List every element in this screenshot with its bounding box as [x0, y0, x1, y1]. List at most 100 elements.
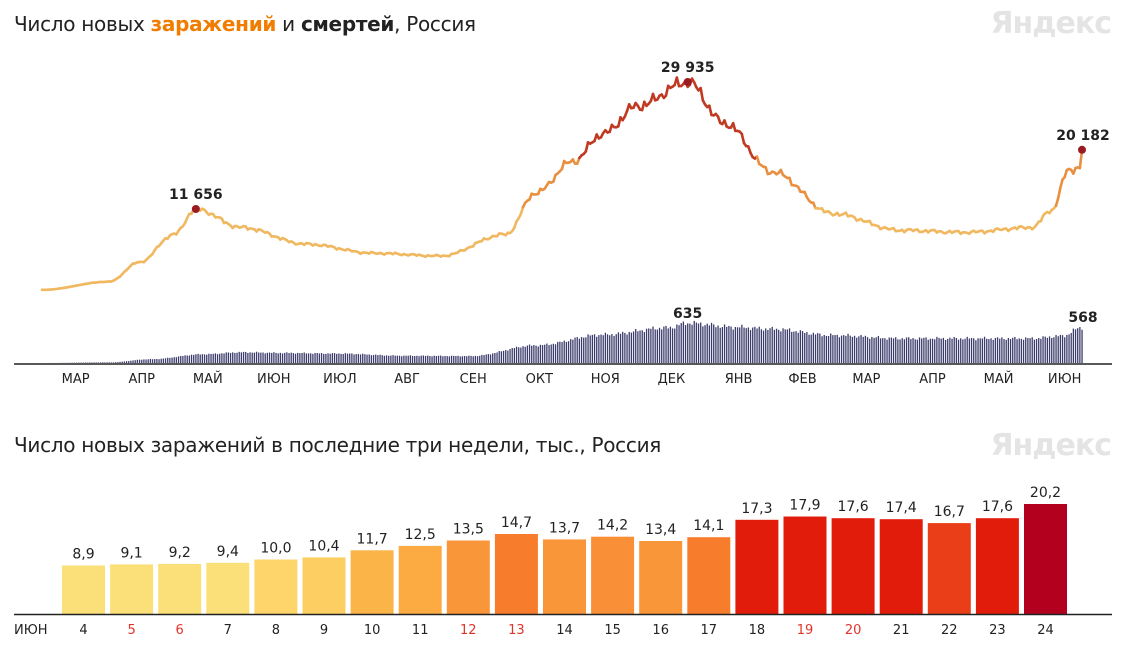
- deaths-bar: [450, 355, 453, 363]
- deaths-bar: [927, 339, 929, 363]
- deaths-bar: [914, 339, 916, 363]
- deaths-bar: [693, 320, 695, 363]
- deaths-bar: [905, 337, 908, 363]
- deaths-bar: [726, 326, 728, 363]
- deaths-bar: [292, 353, 295, 363]
- deaths-bar: [561, 342, 563, 363]
- deaths-bar: [489, 354, 492, 363]
- deaths-bar: [797, 332, 799, 363]
- deaths-bar: [515, 346, 518, 363]
- deaths-bar: [875, 337, 877, 363]
- deaths-bar: [645, 328, 648, 363]
- deaths-bar: [966, 336, 968, 363]
- deaths-bar: [845, 335, 847, 363]
- cases-line: [40, 76, 1084, 292]
- deaths-bar: [121, 361, 123, 363]
- deaths-bar: [290, 352, 292, 363]
- deaths-bar: [641, 330, 643, 363]
- deaths-bar: [921, 338, 923, 363]
- deaths-bar: [312, 353, 314, 363]
- deaths-bar: [940, 338, 942, 363]
- bar-value-label: 14,1: [693, 518, 724, 534]
- deaths-bar: [979, 338, 981, 363]
- deaths-bar: [316, 353, 318, 363]
- deaths-bar: [177, 356, 180, 363]
- bar-value-label: 17,6: [838, 499, 869, 515]
- deaths-bar: [576, 337, 578, 363]
- x-tick-label: СЕН: [460, 372, 487, 387]
- deaths-bar: [271, 352, 273, 363]
- bar-value-label: 10,0: [260, 541, 291, 557]
- deaths-bar: [674, 328, 676, 363]
- deaths-bar: [557, 341, 559, 363]
- deaths-bar: [197, 353, 199, 363]
- deaths-bar: [349, 353, 351, 363]
- deaths-bar: [988, 339, 990, 363]
- cases-segment: [740, 132, 746, 145]
- deaths-bar: [507, 350, 509, 363]
- deaths-bar: [110, 362, 113, 363]
- x-tick-label: ФЕВ: [788, 372, 816, 387]
- deaths-bar: [992, 339, 994, 363]
- deaths-bar: [713, 324, 715, 363]
- deaths-bar: [115, 362, 117, 363]
- deaths-bar: [684, 325, 687, 363]
- deaths-bar: [799, 330, 802, 363]
- deaths-bar: [639, 330, 641, 363]
- deaths-bar: [637, 331, 639, 363]
- deaths-bar: [227, 352, 230, 363]
- bar-value-label: 10,4: [308, 538, 339, 554]
- x-tick-label: МАЙ: [193, 371, 223, 387]
- deaths-bar: [752, 327, 754, 363]
- x-tick-label: ЯНВ: [725, 372, 753, 387]
- deaths-bar: [370, 355, 373, 363]
- deaths-bar: [606, 334, 609, 363]
- deaths-bar: [760, 329, 763, 363]
- deaths-bar: [236, 352, 238, 363]
- deaths-bar: [771, 326, 773, 363]
- deaths-bar: [996, 337, 999, 363]
- deaths-bar: [463, 355, 466, 363]
- bar-day-8: [254, 559, 298, 614]
- deaths-bar: [357, 354, 360, 363]
- deaths-bar: [1070, 332, 1072, 363]
- bar-day-18: [735, 519, 779, 614]
- chart-title-three-weeks: Число новых заражений в последние три не…: [14, 433, 662, 457]
- bar-day-20: [831, 518, 875, 614]
- deaths-bar: [444, 356, 446, 363]
- x-day-label: 4: [79, 623, 87, 638]
- deaths-bar: [949, 337, 951, 363]
- deaths-bar: [318, 353, 321, 363]
- deaths-bar: [587, 334, 589, 363]
- deaths-bar: [899, 339, 901, 363]
- deaths-bar: [362, 353, 364, 363]
- deaths-bar: [1022, 339, 1025, 363]
- x-month-label: ИЮН: [14, 623, 48, 638]
- deaths-bar: [1027, 338, 1029, 363]
- cases-peak-label: 29 935: [661, 60, 715, 76]
- deaths-bar: [544, 344, 546, 363]
- deaths-bar: [305, 353, 308, 363]
- deaths-bar: [697, 323, 700, 363]
- deaths-bar: [929, 338, 932, 363]
- x-day-label: 22: [941, 623, 958, 638]
- deaths-bar: [708, 325, 711, 363]
- deaths-bar: [219, 353, 221, 363]
- deaths-bar: [151, 359, 154, 363]
- deaths-bar: [416, 355, 418, 363]
- cases-peak-marker: [683, 78, 692, 86]
- deaths-bar: [671, 328, 674, 363]
- deaths-bar: [422, 355, 425, 363]
- deaths-bar: [1033, 339, 1036, 363]
- deaths-bar: [730, 326, 732, 363]
- deaths-bar: [522, 346, 524, 363]
- deaths-bar: [901, 338, 903, 363]
- deaths-bar: [314, 352, 316, 363]
- deaths-bar: [622, 331, 624, 363]
- deaths-bar: [485, 354, 487, 363]
- bar-day-21: [879, 519, 923, 614]
- deaths-bar: [351, 353, 353, 363]
- deaths-bar: [758, 326, 760, 363]
- bar-value-label: 13,7: [549, 520, 580, 536]
- bar-day-17: [687, 537, 731, 614]
